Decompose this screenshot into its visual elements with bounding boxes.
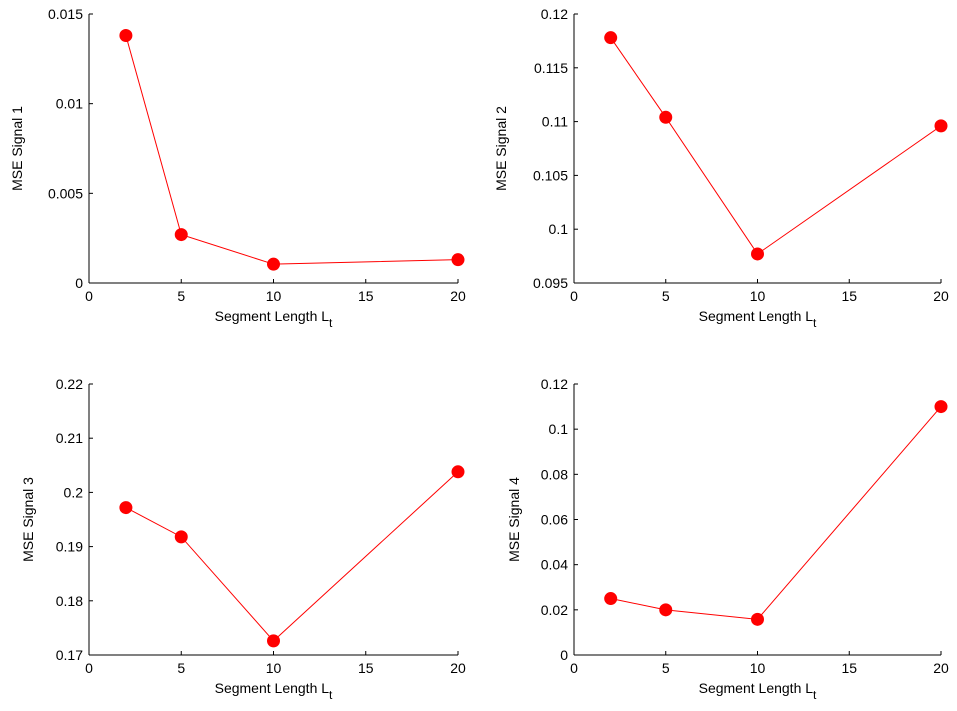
y-tick-label: 0.22	[56, 376, 83, 392]
x-axis-label: Segment Length Lt	[215, 680, 333, 702]
y-axis-label: MSE Signal 1	[9, 106, 25, 191]
series-line	[610, 406, 942, 620]
x-tick-label: 5	[662, 288, 670, 304]
x-tick-label: 20	[450, 660, 466, 676]
x-axis-label-subscript: t	[329, 688, 333, 702]
y-tick-label: 0.005	[48, 185, 83, 201]
x-axis-label-text: Segment Length L	[699, 680, 814, 696]
y-tick-label: 0.04	[541, 557, 568, 573]
x-axis-label: Segment Length Lt	[215, 308, 333, 330]
y-tick-label: 0.06	[541, 512, 568, 528]
data-point	[751, 612, 764, 626]
y-tick-label: 0.12	[541, 6, 568, 22]
data-point	[659, 603, 673, 617]
x-axis-label: Segment Length Lt	[699, 308, 817, 330]
x-axis-label-text: Segment Length L	[215, 680, 330, 696]
y-tick-label: 0.12	[541, 376, 568, 392]
x-axis-label-text: Segment Length L	[699, 308, 814, 324]
subplot-3: 0 5 10 15 20 0.17 0.18 0.19 0.2 0.21 0.22 Segment L…	[20, 376, 466, 702]
data-point	[934, 400, 948, 414]
series-line	[125, 35, 459, 265]
x-tick-label: 20	[450, 288, 466, 304]
series-line	[125, 471, 459, 642]
x-tick-label: 15	[358, 660, 374, 676]
x-tick-label: 20	[933, 288, 949, 304]
data-point	[267, 257, 280, 271]
data-point	[119, 29, 133, 43]
y-tick-label: 0.095	[533, 275, 568, 291]
data-point	[174, 228, 188, 242]
x-tick-label: 5	[662, 660, 670, 676]
y-tick-label: 0	[75, 275, 83, 291]
x-tick-label: 10	[750, 660, 766, 676]
x-tick-label: 0	[570, 288, 578, 304]
data-point	[451, 253, 465, 267]
x-tick-label: 10	[266, 288, 282, 304]
data-point	[604, 31, 618, 45]
y-tick-label: 0.015	[48, 6, 83, 22]
y-tick-label: 0.11	[542, 114, 568, 130]
y-axis-label: MSE Signal 3	[20, 477, 36, 562]
data-point	[751, 247, 764, 261]
x-tick-label: 0	[85, 660, 93, 676]
y-tick-label: 0.115	[534, 60, 568, 76]
y-axis-label: MSE Signal 2	[493, 106, 509, 191]
data-point	[174, 530, 188, 544]
x-tick-label: 5	[177, 288, 185, 304]
x-axis-label-subscript: t	[813, 688, 817, 702]
y-tick-label: 0	[560, 647, 568, 663]
x-tick-label: 5	[177, 660, 185, 676]
y-tick-label: 0.1	[549, 421, 569, 437]
data-point	[119, 501, 133, 515]
y-tick-label: 0.2	[64, 484, 84, 500]
y-tick-label: 0.105	[533, 167, 568, 183]
series-line	[610, 37, 942, 255]
data-point	[934, 119, 948, 133]
subplot-2: 0 5 10 15 20 0.095 0.1 0.105 0.11 0.115 0.12 Segmen…	[493, 6, 949, 330]
x-axis-label-text: Segment Length L	[215, 308, 330, 324]
y-tick-label: 0.02	[541, 602, 568, 618]
x-tick-label: 10	[266, 660, 282, 676]
data-point	[659, 110, 673, 124]
x-tick-label: 15	[841, 660, 857, 676]
subplot-4: 0 5 10 15 20 0 0.02 0.04 0.06 0.08 0.1 0.12 Segment …	[506, 376, 949, 702]
y-tick-label: 0.21	[56, 430, 83, 446]
x-axis-label-subscript: t	[329, 316, 333, 330]
y-tick-label: 0.19	[56, 539, 83, 555]
y-tick-label: 0.17	[56, 647, 83, 663]
x-tick-label: 15	[358, 288, 374, 304]
y-tick-label: 0.08	[541, 466, 568, 482]
y-tick-label: 0.1	[549, 221, 569, 237]
x-tick-label: 10	[750, 288, 766, 304]
x-tick-label: 0	[85, 288, 93, 304]
x-tick-label: 0	[570, 660, 578, 676]
x-tick-label: 15	[841, 288, 857, 304]
subplot-1: 0 5 10 15 20 0 0.005 0.01 0.015 Segment Length Lt…	[9, 6, 466, 330]
data-point	[267, 634, 280, 648]
data-point	[451, 465, 465, 479]
x-axis-label-subscript: t	[813, 316, 817, 330]
x-tick-label: 20	[933, 660, 949, 676]
y-tick-label: 0.18	[56, 593, 83, 609]
x-axis-label: Segment Length Lt	[699, 680, 817, 702]
y-tick-label: 0.01	[56, 96, 83, 112]
y-axis-label: MSE Signal 4	[506, 477, 522, 562]
data-point	[604, 592, 618, 606]
